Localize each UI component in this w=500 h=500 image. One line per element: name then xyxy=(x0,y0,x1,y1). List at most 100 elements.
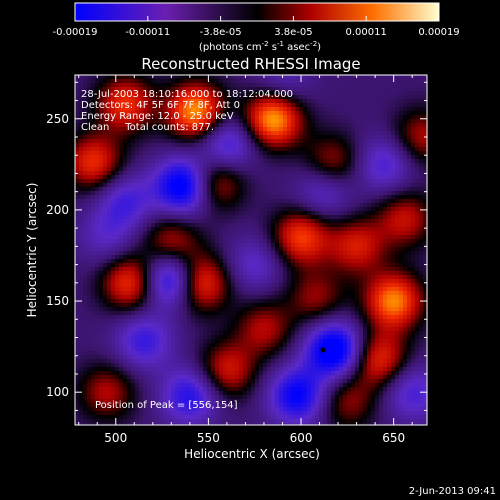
heatmap-cell xyxy=(259,247,264,252)
heatmap-cell xyxy=(227,259,232,264)
heatmap-cell xyxy=(239,267,244,272)
heatmap-cell xyxy=(403,259,408,264)
heatmap-cell xyxy=(147,143,152,148)
heatmap-cell xyxy=(231,215,236,220)
heatmap-cell xyxy=(223,279,228,284)
heatmap-cell xyxy=(99,171,104,176)
heatmap-cell xyxy=(115,119,120,124)
heatmap-cell xyxy=(367,287,372,292)
heatmap-cell xyxy=(127,199,132,204)
heatmap-cell xyxy=(207,171,212,176)
heatmap-cell xyxy=(371,143,376,148)
heatmap-cell xyxy=(331,231,336,236)
heatmap-cell xyxy=(307,287,312,292)
heatmap-cell xyxy=(147,279,152,284)
heatmap-cell xyxy=(371,251,376,256)
heatmap-cell xyxy=(159,219,164,224)
heatmap-cell xyxy=(171,287,176,292)
heatmap-cell xyxy=(387,283,392,288)
heatmap-cell xyxy=(395,295,400,300)
heatmap-cell xyxy=(179,91,184,96)
heatmap-cell xyxy=(99,251,104,256)
heatmap-cell xyxy=(351,191,356,196)
heatmap-cell xyxy=(163,87,168,92)
heatmap-cell xyxy=(239,207,244,212)
heatmap-cell xyxy=(331,263,336,268)
heatmap-cell xyxy=(91,123,96,128)
heatmap-cell xyxy=(227,103,232,108)
heatmap-cell xyxy=(363,243,368,248)
heatmap-cell xyxy=(419,287,424,292)
heatmap-cell xyxy=(239,175,244,180)
heatmap-cell xyxy=(303,123,308,128)
heatmap-cell xyxy=(195,263,200,268)
heatmap-cell xyxy=(243,87,248,92)
heatmap-cell xyxy=(75,163,80,168)
heatmap-cell xyxy=(243,183,248,188)
heatmap-cell xyxy=(259,223,264,228)
heatmap-cell xyxy=(207,223,212,228)
heatmap-cell xyxy=(79,87,84,92)
heatmap-cell xyxy=(167,83,172,88)
heatmap-cell xyxy=(335,119,340,124)
heatmap-cell xyxy=(331,239,336,244)
heatmap-cell xyxy=(335,179,340,184)
heatmap-cell xyxy=(415,247,420,252)
heatmap-cell xyxy=(139,251,144,256)
heatmap-cell xyxy=(107,235,112,240)
heatmap-cell xyxy=(159,91,164,96)
heatmap-cell xyxy=(379,279,384,284)
heatmap-cell xyxy=(327,267,332,272)
heatmap-cell xyxy=(179,207,184,212)
heatmap-cell xyxy=(115,207,120,212)
heatmap-cell xyxy=(119,295,124,300)
heatmap-cell xyxy=(267,279,272,284)
heatmap-cell xyxy=(183,271,188,276)
heatmap-cell xyxy=(291,191,296,196)
heatmap-cell xyxy=(183,95,188,100)
heatmap-cell xyxy=(203,87,208,92)
heatmap-cell xyxy=(271,111,276,116)
heatmap-cell xyxy=(267,187,272,192)
heatmap-cell xyxy=(319,163,324,168)
heatmap-cell xyxy=(231,139,236,144)
heatmap-cell xyxy=(291,151,296,156)
heatmap-cell xyxy=(347,227,352,232)
heatmap-cell xyxy=(107,255,112,260)
heatmap-cell xyxy=(283,131,288,136)
heatmap-cell xyxy=(219,183,224,188)
heatmap-cell xyxy=(107,199,112,204)
heatmap-cell xyxy=(303,143,308,148)
heatmap-cell xyxy=(327,247,332,252)
heatmap-cell xyxy=(287,271,292,276)
heatmap-cell xyxy=(147,191,152,196)
heatmap-cell xyxy=(395,243,400,248)
heatmap-cell xyxy=(207,95,212,100)
heatmap-cell xyxy=(199,163,204,168)
heatmap-cell xyxy=(283,183,288,188)
heatmap-cell xyxy=(259,231,264,236)
heatmap-cell xyxy=(207,79,212,84)
heatmap-cell xyxy=(135,135,140,140)
heatmap-cell xyxy=(299,239,304,244)
heatmap-cell xyxy=(255,255,260,260)
heatmap-cell xyxy=(203,247,208,252)
heatmap-cell xyxy=(215,139,220,144)
heatmap-cell xyxy=(107,223,112,228)
heatmap-cell xyxy=(103,259,108,264)
heatmap-cell xyxy=(311,223,316,228)
heatmap-cell xyxy=(339,227,344,232)
heatmap-cell xyxy=(347,223,352,228)
heatmap-cell xyxy=(215,143,220,148)
heatmap-cell xyxy=(211,215,216,220)
heatmap-cell xyxy=(171,79,176,84)
heatmap-cell xyxy=(359,267,364,272)
heatmap-cell xyxy=(383,255,388,260)
heatmap-cell xyxy=(307,247,312,252)
heatmap-cell xyxy=(95,127,100,132)
heatmap-cell xyxy=(163,103,168,108)
heatmap-cell xyxy=(171,183,176,188)
heatmap-cell xyxy=(263,75,268,80)
heatmap-cell xyxy=(323,179,328,184)
